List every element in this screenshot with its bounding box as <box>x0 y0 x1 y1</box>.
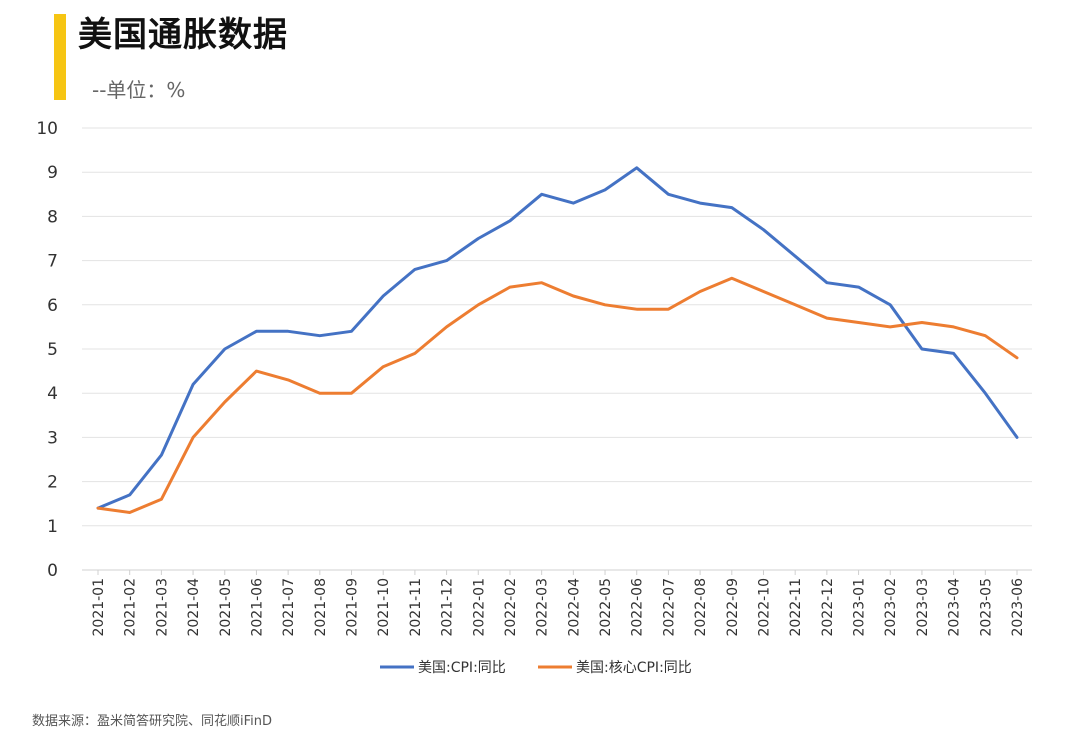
x-tick-label: 2022-09 <box>725 578 741 637</box>
y-tick-label: 5 <box>47 340 58 360</box>
title-accent-bar <box>54 14 66 100</box>
y-tick-label: 7 <box>47 252 58 272</box>
x-tick-label: 2023-01 <box>852 578 868 637</box>
x-tick-label: 2022-01 <box>471 578 487 637</box>
page-title: 美国通胀数据 <box>78 15 288 55</box>
x-tick-label: 2022-05 <box>598 578 614 637</box>
x-tick-label: 2021-04 <box>186 578 202 637</box>
x-tick-label: 2021-01 <box>91 578 107 637</box>
x-tick-label: 2023-03 <box>915 578 931 637</box>
y-tick-label: 0 <box>47 561 58 581</box>
y-tick-label: 2 <box>47 473 58 493</box>
y-tick-label: 1 <box>47 517 58 537</box>
x-tick-label: 2022-04 <box>566 578 582 637</box>
x-tick-label: 2021-03 <box>154 578 170 637</box>
x-tick-label: 2021-06 <box>249 578 265 637</box>
data-source-note: 数据来源：盈米简答研究院、同花顺iFinD <box>32 714 273 729</box>
x-tick-label: 2022-11 <box>788 578 804 637</box>
x-tick-label: 2022-02 <box>503 578 519 637</box>
y-tick-label: 9 <box>47 163 58 183</box>
y-tick-label: 3 <box>47 428 58 448</box>
x-tick-label: 2022-08 <box>693 578 709 637</box>
x-tick-label: 2021-08 <box>313 578 329 637</box>
x-tick-label: 2022-10 <box>756 578 772 637</box>
y-tick-label: 6 <box>47 296 58 316</box>
y-tick-label: 8 <box>47 207 58 227</box>
series-line-2 <box>96 276 1019 514</box>
unit-subtitle: --单位：% <box>92 78 186 102</box>
y-tick-label: 4 <box>47 384 58 404</box>
x-tick-label: 2021-09 <box>345 578 361 637</box>
x-tick-label: 2022-06 <box>630 578 646 637</box>
x-tick-label: 2021-12 <box>440 578 456 637</box>
series-line-1 <box>96 166 1019 510</box>
x-tick-label: 2021-02 <box>123 578 139 637</box>
x-tick-label: 2021-10 <box>376 578 392 637</box>
legend-label-1: 美国:CPI:同比 <box>418 660 506 676</box>
y-tick-label: 10 <box>36 119 58 139</box>
x-tick-label: 2021-11 <box>408 578 424 637</box>
legend-label-2: 美国:核心CPI:同比 <box>576 660 692 676</box>
x-tick-label: 2021-05 <box>218 578 234 637</box>
x-tick-label: 2023-02 <box>883 578 899 637</box>
x-tick-label: 2021-07 <box>281 578 297 637</box>
x-tick-label: 2023-05 <box>978 578 994 637</box>
x-tick-label: 2022-07 <box>661 578 677 637</box>
x-tick-label: 2023-04 <box>947 578 963 637</box>
x-tick-label: 2022-12 <box>820 578 836 637</box>
x-tick-label: 2023-06 <box>1010 578 1026 637</box>
x-tick-label: 2022-03 <box>535 578 551 637</box>
